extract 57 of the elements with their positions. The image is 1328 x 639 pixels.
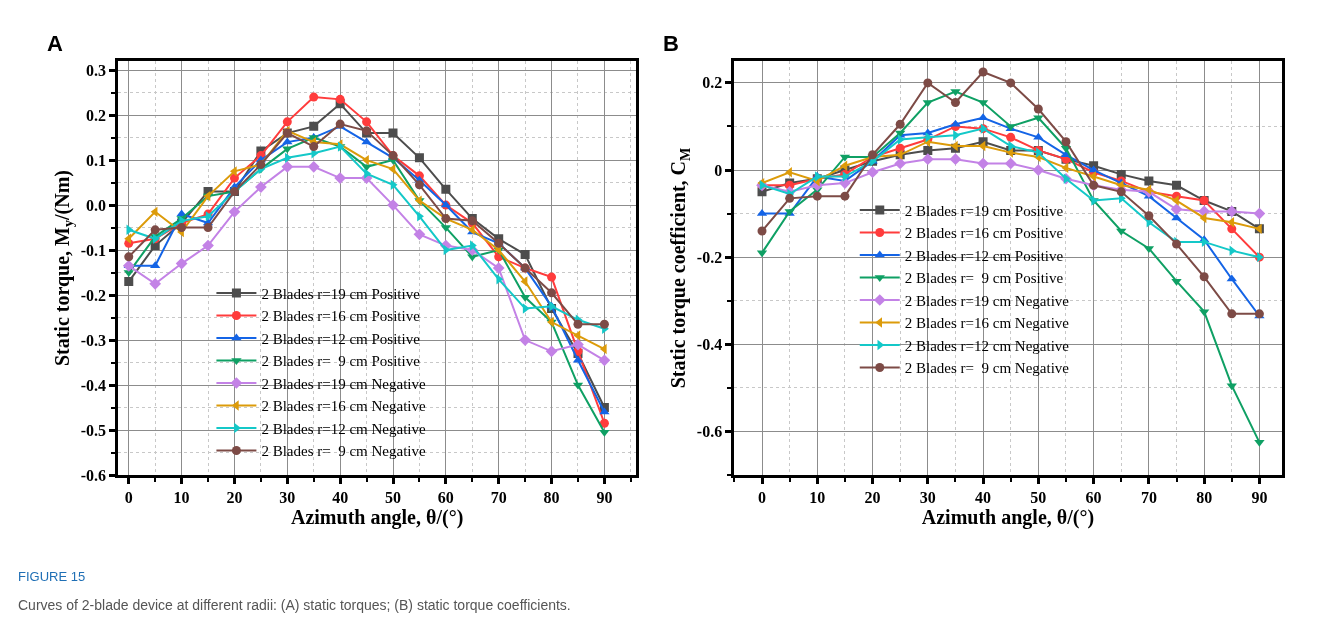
legend-label: 2 Blades r=19 cm Positive [261,285,421,302]
legend-label: 2 Blades r=12 cm Positive [904,247,1064,264]
x-tick-label: 40 [975,489,992,507]
chart-title: A [47,31,63,56]
x-axis-title: Azimuth angle, θ/(°) [921,506,1095,530]
legend-label: 2 Blades r= 9 cm Positive [261,353,421,370]
legend-label: 2 Blades r= 9 cm Negative [261,443,427,460]
y-tick-label: -0.6 [80,466,106,484]
legend-label: 2 Blades r=12 cm Negative [261,420,427,437]
x-tick-label: 0 [124,489,133,507]
x-tick-label: 20 [226,489,243,507]
y-tick-label: 0.0 [85,196,106,214]
x-tick-label: 70 [490,489,507,507]
y-tick-label: -0.6 [696,423,723,441]
x-tick-label: 30 [279,489,296,507]
x-tick-label: 10 [173,489,190,507]
x-tick-label: 90 [596,489,613,507]
x-tick-label: 50 [385,489,401,507]
legend-label: 2 Blades r=16 cm Positive [904,225,1064,242]
x-tick-label: 30 [919,489,936,507]
y-tick-label: -0.2 [696,248,723,266]
y-tick-label: 0.3 [85,61,106,79]
legend-label: 2 Blades r=19 cm Negative [261,375,427,392]
x-tick-label: 60 [437,489,454,507]
x-tick-label: 90 [1251,489,1268,507]
legend-label: 2 Blades r=16 cm Positive [261,308,421,325]
legend-label: 2 Blades r=19 cm Positive [904,202,1064,219]
y-tick-label: -0.4 [80,376,106,394]
legend-label: 2 Blades r=12 cm Negative [904,337,1070,354]
y-tick-label: -0.3 [80,331,106,349]
y-tick-label: -0.5 [80,421,106,439]
legend-label: 2 Blades r= 9 cm Positive [904,270,1064,287]
y-tick-label: 0.1 [85,151,106,169]
y-tick-label: -0.1 [80,241,106,259]
text: Curves of 2-blade device at different radii: (A) static torques; (B) static torque coefficients. [18,597,571,613]
y-tick-label: 0 [714,161,723,179]
legend-label: 2 Blades r=16 cm Negative [904,315,1070,332]
legend-label: 2 Blades r=19 cm Negative [904,292,1070,309]
x-tick-label: 20 [864,489,881,507]
x-tick-label: 60 [1085,489,1102,507]
y-tick-label: -0.2 [80,286,106,304]
legend-label: 2 Blades r=12 cm Positive [261,330,421,347]
y-tick-label: 0.2 [85,106,106,124]
x-tick-label: 0 [758,489,767,507]
x-tick-label: 50 [1030,489,1047,507]
x-tick-label: 80 [543,489,560,507]
x-axis-title: Azimuth angle, θ/(°) [290,506,464,530]
y-tick-label: 0.2 [702,74,723,92]
x-tick-label: 80 [1196,489,1213,507]
x-tick-label: 70 [1140,489,1157,507]
chart-title: B [663,31,679,56]
y-tick-label: -0.4 [696,335,723,353]
x-tick-label: 10 [809,489,826,507]
x-tick-label: 40 [332,489,349,507]
caption: FIGURE 15 [18,569,86,584]
legend-label: 2 Blades r= 9 cm Negative [904,360,1070,377]
legend-label: 2 Blades r=16 cm Negative [261,398,427,415]
